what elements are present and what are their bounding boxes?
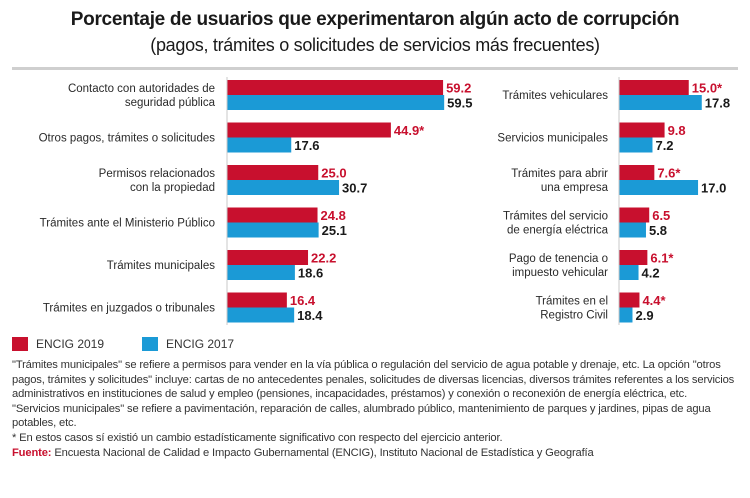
- category-label-line: Trámites en juzgados o tribunales: [43, 303, 215, 315]
- value-label-2019: 22.2: [311, 251, 336, 266]
- source-line: Fuente: Encuesta Nacional de Calidad e I…: [12, 446, 742, 461]
- value-label-2017: 4.2: [642, 266, 660, 281]
- footnotes: "Trámites municipales" se refiere a perm…: [12, 358, 742, 460]
- bar-encig-2019: [619, 250, 648, 265]
- bar-encig-2019: [227, 207, 318, 223]
- value-label-2017: 18.6: [298, 266, 323, 281]
- category-label-line: de energía eléctrica: [507, 225, 609, 237]
- legend-item-2019: ENCIG 2019: [12, 337, 104, 351]
- category-label: Trámites para abrir una empresa: [511, 168, 608, 194]
- value-label-2019: 44.9*: [394, 123, 425, 138]
- category-label: Trámites en juzgados o tribunales: [43, 303, 215, 315]
- legend-swatch-2019: [12, 337, 28, 351]
- bar-encig-2019: [227, 250, 309, 265]
- bar-encig-2017: [619, 95, 702, 110]
- bar-encig-2017: [227, 137, 292, 153]
- value-label-2017: 17.0: [701, 181, 726, 196]
- source-text: Encuesta Nacional de Calidad e Impacto G…: [51, 446, 594, 459]
- footnote-servicios-municipales: "Servicios municipales" se refiere a pav…: [12, 402, 711, 430]
- category-label-line: seguridad pública: [125, 97, 216, 109]
- category-label-line: Trámites del servicio: [503, 211, 608, 223]
- legend-swatch-2017: [142, 337, 159, 351]
- category-label: Trámites del servicio de energía eléctric…: [503, 211, 609, 237]
- bar-encig-2017: [619, 222, 646, 238]
- value-label-2017: 7.2: [655, 138, 673, 153]
- category-label-line: Contacto con autoridades de: [68, 83, 215, 95]
- category-label-line: con la propiedad: [130, 182, 215, 194]
- bar-encig-2019: [227, 122, 391, 138]
- bar-encig-2019: [227, 292, 287, 308]
- category-label-line: impuesto vehicular: [512, 267, 608, 279]
- category-label-line: Trámites ante el Ministerio Público: [40, 218, 215, 230]
- bar-encig-2017: [619, 307, 633, 323]
- bar-encig-2017: [227, 265, 295, 280]
- value-label-2019: 59.2: [446, 81, 471, 96]
- value-label-2017: 25.1: [322, 223, 347, 238]
- bar-encig-2017: [619, 180, 699, 195]
- category-label: Contacto con autoridades de seguridad púb…: [68, 83, 216, 109]
- title-divider: [12, 67, 738, 70]
- value-label-2017: 17.8: [705, 96, 730, 111]
- value-label-2019: 24.8: [321, 208, 346, 223]
- category-label: Trámites en el Registro Civil: [536, 296, 608, 322]
- bar-encig-2019: [619, 292, 640, 308]
- legend-label-2017: ENCIG 2017: [166, 337, 235, 351]
- footnote-tramites-municipales: "Trámites municipales" se refiere a perm…: [12, 359, 735, 401]
- value-label-2017: 18.4: [297, 308, 323, 323]
- category-label-line: Servicios municipales: [497, 133, 608, 145]
- chart-subtitle: (pagos, trámites o solicitudes de servic…: [150, 35, 600, 55]
- category-label-line: Permisos relacionados: [99, 168, 216, 180]
- legend-item-2017: ENCIG 2017: [142, 337, 234, 351]
- value-label-2019: 7.6*: [657, 166, 681, 181]
- value-label-2019: 4.4*: [642, 293, 666, 308]
- category-label-line: Trámites municipales: [107, 260, 215, 272]
- value-label-2017: 5.8: [649, 223, 667, 238]
- bar-encig-2017: [227, 222, 319, 238]
- bar-encig-2017: [227, 95, 445, 110]
- bar-encig-2017: [227, 180, 340, 195]
- bar-encig-2019: [619, 122, 665, 138]
- bar-encig-2019: [227, 80, 444, 95]
- value-label-2019: 6.5: [652, 208, 670, 223]
- category-label: Trámites vehiculares: [502, 90, 608, 102]
- category-label-line: una empresa: [541, 182, 609, 194]
- source-label: Fuente:: [12, 446, 52, 459]
- value-label-2017: 2.9: [635, 308, 653, 323]
- footnote-significance: * En estos casos sí existió un cambio es…: [12, 431, 503, 444]
- value-label-2017: 17.6: [294, 138, 319, 153]
- category-label: Otros pagos, trámites o solicitudes: [39, 133, 216, 145]
- category-label: Pago de tenencia o impuesto vehicular: [509, 253, 608, 279]
- category-label-line: Trámites en el: [536, 296, 608, 308]
- category-label-line: Trámites vehiculares: [502, 90, 608, 102]
- bar-encig-2019: [227, 165, 319, 180]
- bar-encig-2017: [619, 137, 653, 153]
- value-label-2019: 16.4: [290, 293, 316, 308]
- category-label-line: Otros pagos, trámites o solicitudes: [39, 133, 216, 145]
- bar-encig-2017: [227, 307, 295, 323]
- value-label-2017: 30.7: [342, 181, 367, 196]
- category-label: Trámites municipales: [107, 260, 215, 272]
- legend: ENCIG 2019 ENCIG 2017: [12, 337, 234, 351]
- category-label: Permisos relacionados con la propiedad: [99, 168, 216, 194]
- value-label-2019: 25.0: [321, 166, 346, 181]
- legend-label-2019: ENCIG 2019: [36, 337, 105, 351]
- category-label: Servicios municipales: [497, 133, 608, 145]
- value-label-2019: 9.8: [668, 123, 686, 138]
- category-label-line: Registro Civil: [540, 310, 608, 322]
- value-label-2017: 59.5: [447, 96, 472, 111]
- chart-title: Porcentaje de usuarios que experimentaro…: [70, 9, 680, 30]
- category-label-line: Pago de tenencia o: [509, 253, 608, 265]
- value-label-2019: 6.1*: [650, 251, 674, 266]
- bar-encig-2017: [619, 265, 639, 280]
- bar-encig-2019: [619, 207, 650, 223]
- bar-encig-2019: [619, 165, 655, 180]
- bar-chart-area: Contacto con autoridades de seguridad púb…: [39, 77, 730, 325]
- category-label-line: Trámites para abrir: [511, 168, 608, 180]
- bar-encig-2019: [619, 80, 689, 95]
- category-label: Trámites ante el Ministerio Público: [40, 218, 215, 230]
- value-label-2019: 15.0*: [692, 81, 723, 96]
